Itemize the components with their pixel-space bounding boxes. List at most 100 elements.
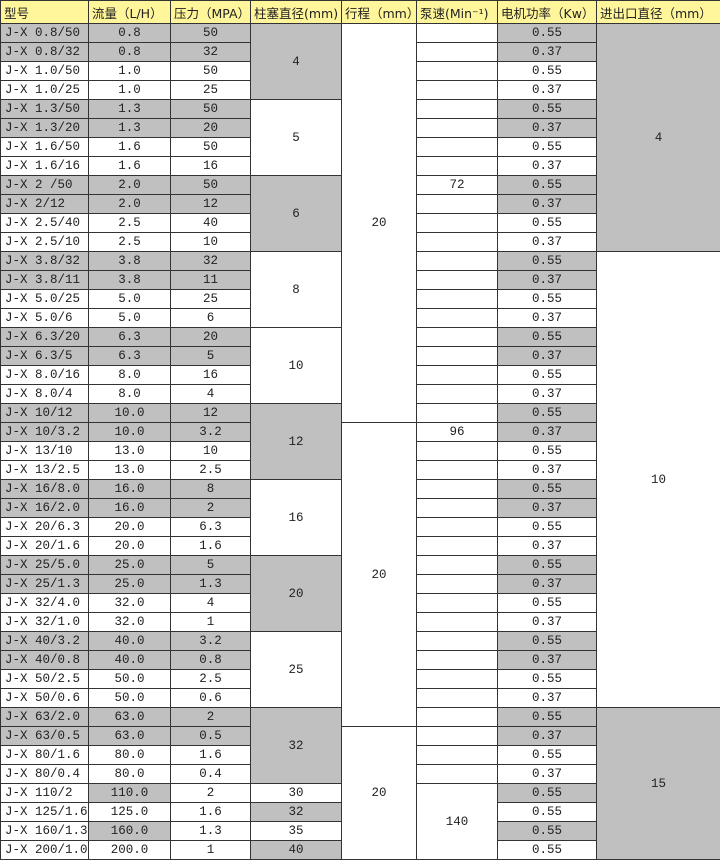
motor-power-cell: 0.55 [497,441,597,461]
model-cell: J-X 63/2.0 [0,707,89,727]
model-cell: J-X 1.0/50 [0,61,89,81]
header-model: 型号 [0,0,89,24]
flow-cell: 20.0 [88,536,171,556]
pressure-cell: 11 [170,270,251,290]
pressure-cell: 5 [170,346,251,366]
model-cell: J-X 32/4.0 [0,593,89,613]
pressure-cell: 50 [170,23,251,43]
motor-power-cell: 0.55 [497,707,597,727]
table-row: J-X 3.8/11 3.8 11 0.37 [0,270,720,290]
pump-speed-cell [416,707,498,727]
pressure-cell: 20 [170,327,251,347]
flow-cell: 10.0 [88,403,171,423]
table-row: J-X 1.0/25 1.0 25 0.37 [0,80,720,100]
flow-cell: 0.8 [88,23,171,43]
pump-speed-cell [416,327,498,347]
model-cell: J-X 110/2 [0,783,89,803]
model-cell: J-X 6.3/20 [0,327,89,347]
plunger-diameter-cell: 10 [250,327,342,404]
pressure-cell: 2 [170,707,251,727]
pressure-cell: 50 [170,137,251,157]
motor-power-cell: 0.37 [497,156,597,176]
table-row: J-X 110/2 110.0 2 30 140 0.55 [0,783,720,860]
table-row: J-X 8.0/16 8.0 16 0.55 [0,365,720,385]
pressure-cell: 10 [170,441,251,461]
pump-speed-cell [416,631,498,651]
model-cell: J-X 13/2.5 [0,460,89,480]
model-cell: J-X 2.5/40 [0,213,89,233]
motor-power-cell: 0.37 [497,536,597,556]
table-row: J-X 10/12 10.0 12 12 0.55 [0,403,720,480]
pressure-cell: 20 [170,118,251,138]
model-cell: J-X 20/1.6 [0,536,89,556]
header-row: 型号 流量（L/H） 压力（MPA） 柱塞直径(mm) 行程（mm） 泵速(Mi… [0,0,720,24]
pump-speed-cell [416,194,498,214]
table-row: J-X 125/1.6 125.0 1.6 32 0.55 [0,802,720,822]
pressure-cell: 12 [170,194,251,214]
flow-cell: 3.8 [88,251,171,271]
pressure-cell: 10 [170,232,251,252]
pump-speed-cell [416,593,498,613]
table-row: J-X 16/2.0 16.0 2 0.37 [0,498,720,518]
flow-cell: 2.5 [88,213,171,233]
pressure-cell: 50 [170,61,251,81]
plunger-diameter-cell: 25 [250,631,342,708]
motor-power-cell: 0.55 [497,517,597,537]
header-motor-power: 电机功率（Kw） [497,0,597,24]
table-row: J-X 160/1.3 160.0 1.3 35 0.55 [0,821,720,841]
flow-cell: 125.0 [88,802,171,822]
flow-cell: 200.0 [88,840,171,860]
motor-power-cell: 0.55 [497,821,597,841]
pump-speed-cell [416,213,498,233]
flow-cell: 8.0 [88,384,171,404]
table-row: J-X 13/10 13.0 10 0.55 [0,441,720,461]
inlet-outlet-diameter-cell: 4 [596,23,720,252]
flow-cell: 50.0 [88,688,171,708]
pump-speed-cell [416,346,498,366]
motor-power-cell: 0.37 [497,346,597,366]
model-cell: J-X 8.0/16 [0,365,89,385]
table-row: J-X 40/0.8 40.0 0.8 0.37 [0,650,720,670]
model-cell: J-X 25/5.0 [0,555,89,575]
pump-speed-cell [416,118,498,138]
motor-power-cell: 0.55 [497,251,597,271]
flow-cell: 40.0 [88,631,171,651]
pressure-cell: 3.2 [170,631,251,651]
inlet-outlet-diameter-cell: 10 [596,251,720,708]
plunger-diameter-cell: 8 [250,251,342,328]
pump-speed-cell [416,23,498,43]
pump-speed-cell [416,99,498,119]
table-row: J-X 32/4.0 32.0 4 0.55 [0,593,720,613]
model-cell: J-X 5.0/25 [0,289,89,309]
motor-power-cell: 0.37 [497,308,597,328]
table-row: J-X 80/0.4 80.0 0.4 0.37 [0,764,720,784]
motor-power-cell: 0.55 [497,593,597,613]
flow-cell: 6.3 [88,346,171,366]
pressure-cell: 12 [170,403,251,423]
pressure-cell: 1.3 [170,574,251,594]
pressure-cell: 50 [170,99,251,119]
pressure-cell: 1 [170,840,251,860]
motor-power-cell: 0.55 [497,745,597,765]
motor-power-cell: 0.55 [497,137,597,157]
pressure-cell: 0.4 [170,764,251,784]
pump-speed-cell [416,42,498,62]
model-cell: J-X 6.3/5 [0,346,89,366]
pressure-cell: 4 [170,593,251,613]
table-row: J-X 50/0.6 50.0 0.6 0.37 [0,688,720,708]
pressure-cell: 25 [170,80,251,100]
flow-cell: 1.6 [88,137,171,157]
pressure-cell: 2.5 [170,460,251,480]
motor-power-cell: 0.55 [497,61,597,81]
motor-power-cell: 0.55 [497,479,597,499]
pump-speed-cell [416,251,498,271]
model-cell: J-X 32/1.0 [0,612,89,632]
pressure-cell: 0.6 [170,688,251,708]
table-row: J-X 200/1.0 200.0 1 40 0.55 [0,840,720,860]
stroke-cell: 20 [341,422,417,727]
motor-power-cell: 0.55 [497,840,597,860]
table-row: J-X 3.8/32 3.8 32 8 0.55 10 [0,251,720,708]
table-row: J-X 5.0/25 5.0 25 0.55 [0,289,720,309]
model-cell: J-X 10/3.2 [0,422,89,442]
